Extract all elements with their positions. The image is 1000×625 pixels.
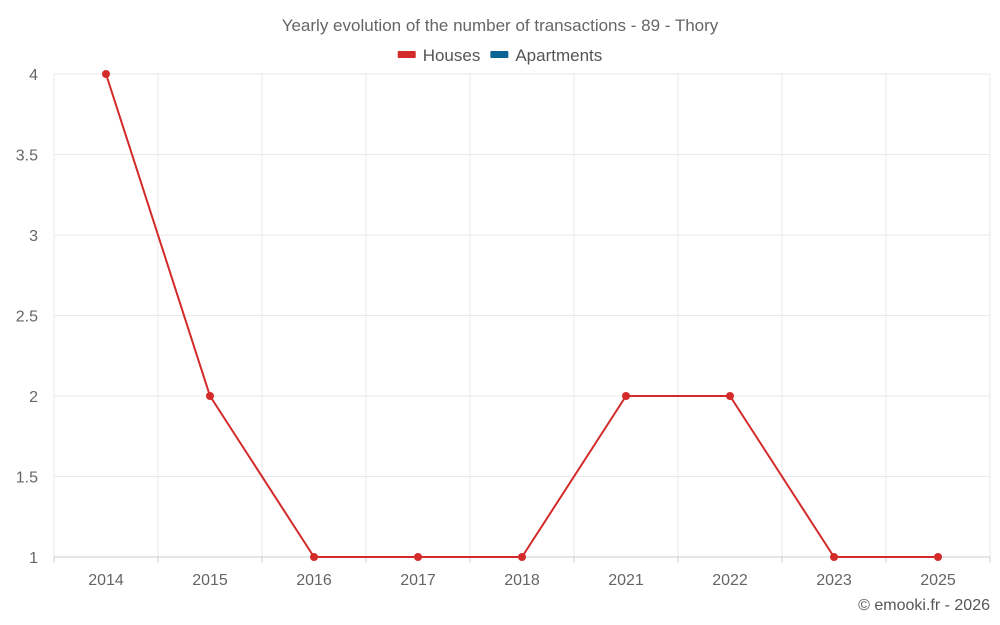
x-tick-label: 2025	[920, 572, 956, 589]
data-point-houses[interactable]	[622, 392, 630, 400]
x-tick-label: 2023	[816, 572, 852, 589]
data-point-houses[interactable]	[830, 553, 838, 561]
data-point-houses[interactable]	[102, 70, 110, 78]
x-tick-label: 2014	[88, 572, 124, 589]
legend-swatch	[490, 51, 509, 58]
legend: Houses Apartments	[397, 46, 602, 65]
grid	[53, 73, 991, 557]
y-tick-label: 4	[29, 67, 38, 84]
x-tick-label: 2021	[608, 572, 644, 589]
data-point-houses[interactable]	[206, 392, 214, 400]
legend-label: Houses	[423, 46, 481, 65]
x-tick-label: 2016	[296, 572, 332, 589]
legend-label: Apartments	[515, 46, 602, 65]
x-tick-label: 2015	[192, 572, 228, 589]
y-tick-label: 2	[29, 389, 38, 406]
data-point-houses[interactable]	[310, 553, 318, 561]
x-tick-label: 2017	[400, 572, 436, 589]
x-tick-label: 2022	[712, 572, 748, 589]
data-point-houses[interactable]	[414, 553, 422, 561]
legend-swatch	[397, 51, 416, 58]
chart-title: Yearly evolution of the number of transa…	[282, 16, 719, 35]
y-tick-label: 1.5	[16, 470, 38, 487]
y-tick-label: 2.5	[16, 309, 38, 326]
axes: 1 1.5 2 2.5 3 3.5 4 2014 2015 2016 2017 2018 2021 202…	[16, 67, 991, 589]
series-layer	[102, 70, 942, 561]
data-point-houses[interactable]	[518, 553, 526, 561]
y-tick-label: 1	[29, 550, 38, 567]
y-tick-label: 3.5	[16, 148, 38, 165]
y-tick-label: 3	[29, 228, 38, 245]
legend-item-houses[interactable]: Houses	[397, 46, 481, 65]
legend-item-apartments[interactable]: Apartments	[490, 46, 602, 65]
data-point-houses[interactable]	[934, 553, 942, 561]
credit-text: © emooki.fr - 2026	[858, 597, 990, 614]
data-point-houses[interactable]	[726, 392, 734, 400]
x-tick-label: 2018	[504, 572, 540, 589]
